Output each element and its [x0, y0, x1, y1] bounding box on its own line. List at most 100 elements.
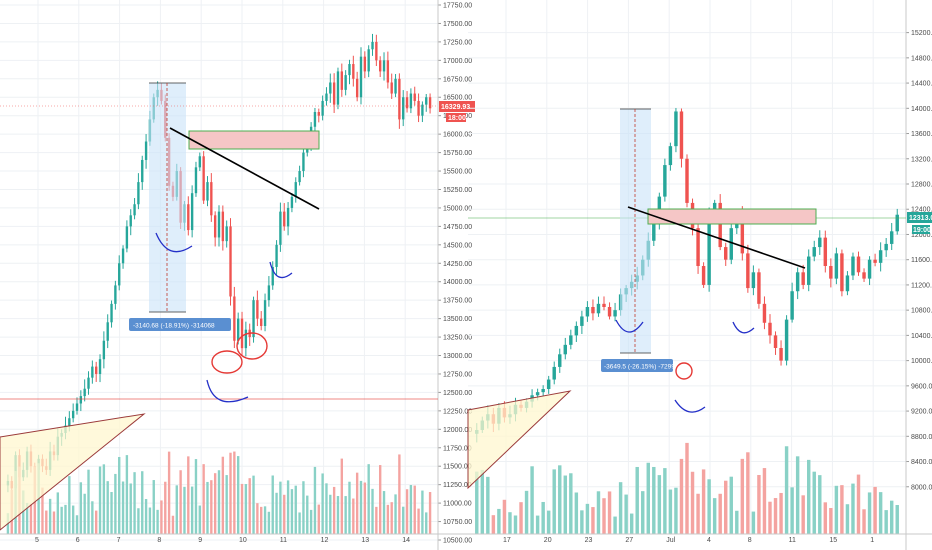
last-price-value: 16329.93 — [441, 104, 470, 111]
candle-body — [294, 182, 297, 197]
volume-bar — [64, 504, 67, 534]
candle-body — [233, 296, 236, 341]
volume-bar — [106, 481, 109, 534]
volume-bar — [757, 474, 761, 534]
candle-body — [260, 318, 263, 326]
y-tick-label: 14000.00 — [443, 279, 472, 286]
volume-bar — [889, 500, 894, 534]
volume-bar — [618, 482, 623, 534]
chart-right[interactable]: 8000.0 8400.0 8800.0 9200.0 9600.0 10000.0 104… — [467, 0, 932, 550]
candle-body — [851, 256, 855, 276]
x-tick-label: 11 — [789, 537, 796, 544]
volume-bar — [795, 456, 800, 534]
measure-label-bg — [601, 359, 673, 372]
resistance-zone — [647, 208, 817, 225]
volume-bar — [275, 492, 278, 534]
candle-body — [286, 207, 290, 227]
candle-body — [405, 97, 409, 109]
y-tick-label: 11000.00 — [443, 501, 472, 508]
candle-body — [79, 396, 83, 404]
volume-bar — [856, 474, 861, 534]
candle-body — [718, 202, 722, 248]
volume-bar — [502, 499, 507, 534]
volume-bar — [344, 496, 347, 534]
blue-cup-annotation — [615, 319, 644, 333]
candle-body — [795, 272, 800, 292]
x-tick-label: 11 — [280, 537, 287, 544]
volume-bar — [221, 456, 225, 534]
volume-bar — [784, 446, 789, 534]
y-tick-label: 15000.00 — [443, 205, 472, 212]
volume-bar — [309, 509, 313, 534]
volume-bar — [225, 475, 228, 534]
volume-bar — [818, 475, 822, 534]
candle-body — [375, 41, 378, 61]
y-tick-label: 17500.00 — [443, 21, 472, 28]
candle-body — [279, 211, 282, 245]
candle-body — [867, 259, 872, 279]
volume-bar — [878, 492, 883, 534]
candle-body — [668, 146, 673, 166]
volume-bar — [524, 490, 529, 534]
x-tick-label: 13 — [361, 537, 369, 544]
candle-body — [685, 158, 689, 203]
candle-body — [558, 354, 562, 367]
y-tick-label: 17750.00 — [443, 3, 472, 10]
candle-body — [187, 204, 190, 231]
candle-body — [137, 182, 140, 205]
volume-bar — [652, 466, 656, 534]
candle-body — [602, 303, 606, 307]
candle-body — [386, 60, 390, 83]
y-tick-label: 10500.00 — [443, 538, 472, 545]
volume-bar — [724, 480, 728, 534]
y-tick-label: 10800.0 — [911, 308, 932, 315]
chart-left[interactable]: 10500.00 10750.00 11000.00 11250.00 11500.00… — [0, 0, 475, 550]
volume-bar — [613, 516, 617, 534]
volume-bar — [263, 506, 267, 534]
candle-body — [834, 253, 839, 279]
candle-body — [394, 78, 397, 94]
x-tick-label: 12 — [321, 537, 329, 544]
volume-bar — [179, 470, 182, 534]
volume-bar — [60, 506, 63, 534]
volume-bar — [202, 464, 205, 534]
candle-body — [790, 291, 794, 320]
candle-body — [390, 82, 393, 94]
candle-body — [352, 64, 355, 79]
volume-bar — [183, 486, 186, 534]
volume-bar — [746, 452, 750, 534]
candle-body — [757, 272, 761, 304]
volume-bar — [668, 489, 673, 534]
volume-bar — [306, 495, 309, 534]
volume-bar — [91, 501, 94, 534]
candle-body — [569, 335, 573, 345]
volume-bar — [607, 491, 612, 534]
candle-body — [552, 366, 556, 380]
candle-body — [110, 303, 113, 323]
candle-body — [801, 272, 805, 285]
volume-bar — [229, 452, 232, 534]
volume-bar — [283, 494, 286, 534]
y-tick-label: 11200.0 — [911, 282, 932, 289]
volume-bar — [535, 515, 540, 534]
volume-bar — [336, 496, 340, 534]
volume-bar — [823, 502, 828, 534]
candle-body — [252, 300, 255, 338]
candle-body — [889, 231, 894, 244]
volume-bar — [845, 504, 850, 534]
candle-body — [663, 165, 667, 197]
candle-body — [378, 60, 382, 72]
x-tick-label: 8 — [748, 537, 752, 544]
volume-bar — [148, 507, 152, 534]
volume-bar — [22, 490, 25, 534]
volume-bar — [735, 510, 739, 534]
candle-body — [613, 310, 617, 317]
volume-bar — [409, 485, 413, 534]
candle-body — [363, 56, 367, 72]
y-tick-label: 8800.0 — [911, 434, 932, 441]
volume-bar — [367, 464, 370, 534]
candle-body — [359, 56, 363, 98]
candle-body — [701, 266, 706, 285]
volume-bar — [862, 509, 866, 534]
